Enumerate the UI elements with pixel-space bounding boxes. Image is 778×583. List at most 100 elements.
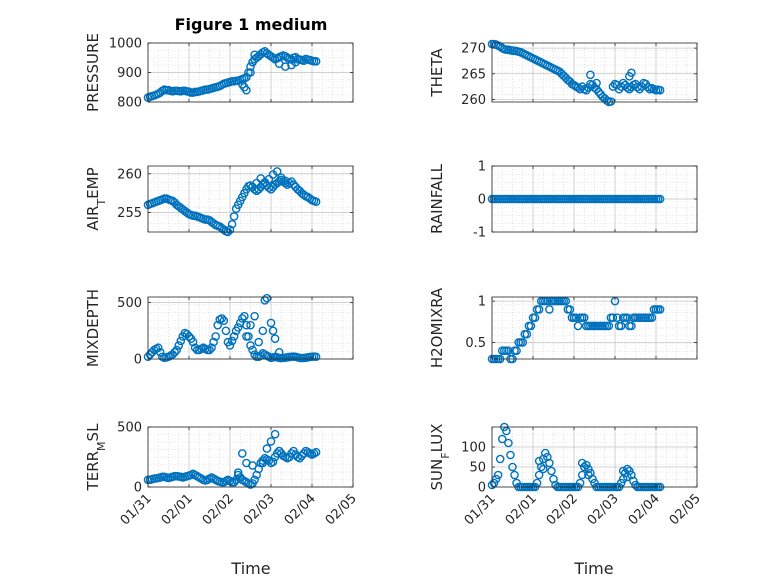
- data-point: [237, 314, 247, 323]
- axes-box: [491, 296, 698, 360]
- y-tick-label: 1000: [109, 37, 142, 52]
- data-point: [504, 346, 513, 356]
- data-point: [205, 345, 214, 355]
- x-tick-label: 02/04: [282, 491, 319, 528]
- y-tick-label: 265: [461, 67, 486, 82]
- y-tick-label: 0: [134, 481, 142, 496]
- data-point: [522, 329, 532, 339]
- series-markers: [143, 46, 321, 102]
- x-axis-label-left: Time: [230, 559, 270, 578]
- x-axis-label-right: Time: [573, 559, 613, 578]
- data-point: [188, 337, 198, 347]
- subplot-theta: 260 265 270 THETA: [428, 39, 698, 108]
- x-tick-label: 02/04: [626, 491, 663, 528]
- y-axis-label: TERRMSL: [84, 423, 108, 492]
- data-point: [530, 313, 540, 322]
- data-point: [545, 305, 554, 314]
- data-point: [545, 458, 554, 468]
- axes-box: [491, 426, 698, 488]
- data-point: [647, 313, 657, 322]
- series-markers: [143, 167, 321, 237]
- data-point: [299, 56, 309, 66]
- data-point: [246, 68, 255, 77]
- subplot-mixdepth: 0 500 MIXDEPTH: [84, 289, 354, 368]
- data-point: [543, 296, 552, 306]
- data-point: [229, 332, 239, 341]
- y-tick-label: 1: [478, 295, 486, 310]
- data-point: [623, 464, 632, 474]
- data-point: [608, 313, 618, 322]
- data-point: [627, 321, 636, 331]
- data-point: [155, 347, 165, 357]
- data-point: [592, 78, 601, 88]
- data-point: [506, 450, 515, 460]
- data-point: [627, 68, 636, 78]
- tick-marks: [491, 43, 698, 102]
- data-point: [538, 464, 548, 474]
- data-point: [586, 70, 595, 80]
- y-tick-label: 0.5: [465, 336, 486, 351]
- tick-marks: [491, 165, 698, 233]
- y-tick-label: 1: [478, 160, 486, 175]
- data-point: [547, 466, 556, 476]
- y-axis-label: AIRTEMP: [84, 167, 108, 230]
- y-tick-label: 0: [478, 481, 486, 496]
- data-point: [616, 321, 626, 331]
- data-point: [612, 313, 622, 322]
- x-tick-label: 02/05: [667, 491, 704, 528]
- data-point: [172, 345, 181, 355]
- data-point: [237, 449, 247, 458]
- data-point: [561, 296, 571, 306]
- y-tick-label: 500: [117, 296, 142, 311]
- data-point: [623, 313, 632, 322]
- data-point: [227, 336, 237, 346]
- data-point: [579, 313, 589, 322]
- data-point: [281, 62, 290, 71]
- axes-box: [147, 165, 354, 233]
- y-axis-label: PRESSURE: [84, 33, 102, 112]
- data-point: [311, 447, 321, 457]
- data-point: [575, 84, 585, 94]
- data-point: [248, 345, 257, 355]
- data-point: [207, 343, 216, 353]
- data-point: [268, 53, 278, 63]
- data-point: [287, 449, 296, 458]
- data-point: [534, 470, 544, 480]
- data-point: [577, 470, 587, 480]
- x-tick-label: 02/02: [200, 491, 237, 528]
- data-point: [227, 219, 237, 229]
- data-point: [258, 458, 268, 468]
- data-point: [512, 346, 521, 356]
- subplot-rainfall: -1 0 1 RAINFALL: [428, 160, 698, 241]
- data-point: [655, 305, 665, 314]
- tick-marks: [491, 427, 698, 488]
- data-point: [258, 326, 268, 336]
- data-point: [571, 313, 581, 322]
- y-tick-label: -1: [473, 226, 486, 241]
- y-tick-label: 0: [478, 193, 486, 208]
- data-point: [606, 97, 616, 106]
- data-point: [266, 318, 276, 328]
- data-point: [270, 429, 280, 439]
- data-point: [233, 323, 243, 332]
- data-point: [153, 343, 163, 353]
- y-tick-label: 500: [117, 421, 142, 436]
- data-point: [209, 337, 218, 347]
- x-tick-label: 02/02: [544, 491, 581, 528]
- data-point: [246, 341, 255, 350]
- data-point: [272, 167, 282, 176]
- data-point: [614, 84, 624, 94]
- x-tick-label: 02/05: [323, 491, 360, 528]
- data-point: [262, 444, 272, 453]
- data-point: [174, 341, 184, 350]
- data-point: [213, 320, 222, 330]
- tick-marks: [147, 166, 354, 232]
- data-point: [270, 334, 280, 344]
- data-point: [508, 462, 517, 472]
- grid: [491, 427, 698, 487]
- data-point: [655, 194, 665, 204]
- series-markers: [487, 39, 665, 107]
- subplot-h2omixra: 0.5 1 H2OMIXRA: [428, 287, 698, 368]
- data-point: [266, 437, 276, 446]
